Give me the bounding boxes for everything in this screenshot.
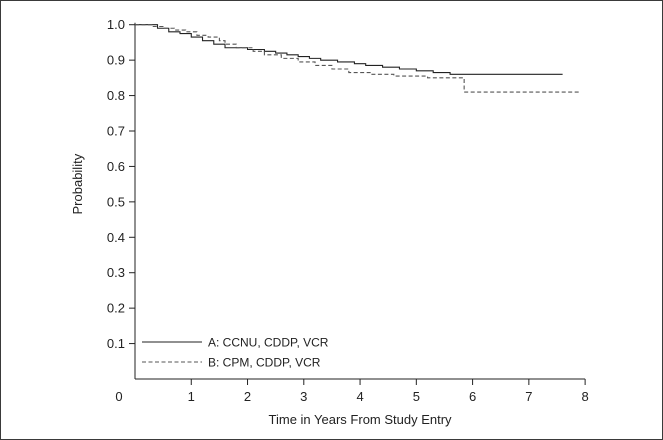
y-ticks: 0.1 0.2 0.3 0.4 0.5 0.6 0.7 0.8 0.9 1.0 — [107, 17, 135, 351]
legend-label: A: CCNU, CDDP, VCR — [208, 336, 329, 350]
y-tick-label: 0.5 — [107, 194, 125, 209]
y-tick-label: 0.8 — [107, 88, 125, 103]
series-line-a — [135, 24, 563, 75]
y-tick-label: 0.3 — [107, 265, 125, 280]
y-tick-label: 0.6 — [107, 159, 125, 174]
x-tick-label: 0 — [115, 389, 122, 404]
x-ticks: 0 1 2 3 4 5 6 7 8 — [115, 379, 589, 404]
y-tick-label: 1.0 — [107, 17, 125, 32]
y-tick-label: 0.1 — [107, 336, 125, 351]
x-tick-label: 2 — [244, 389, 251, 404]
x-tick-label: 3 — [300, 389, 307, 404]
y-tick-label: 0.2 — [107, 301, 125, 316]
series-layer — [135, 24, 580, 93]
legend-label: B: CPM, CDDP, VCR — [208, 356, 321, 370]
x-tick-label: 4 — [356, 389, 363, 404]
y-tick-label: 0.4 — [107, 230, 125, 245]
x-tick-label: 1 — [188, 389, 195, 404]
x-tick-label: 7 — [525, 389, 532, 404]
y-tick-label: 0.9 — [107, 53, 125, 68]
series-line-b — [135, 24, 580, 93]
y-axis-title: Probability — [70, 153, 85, 214]
y-tick-label: 0.7 — [107, 124, 125, 139]
legend: A: CCNU, CDDP, VCR B: CPM, CDDP, VCR — [142, 336, 329, 370]
axes — [134, 22, 586, 380]
x-tick-label: 5 — [413, 389, 420, 404]
x-tick-label: 8 — [582, 389, 589, 404]
x-tick-label: 6 — [469, 389, 476, 404]
x-axis-title: Time in Years From Study Entry — [269, 412, 453, 427]
